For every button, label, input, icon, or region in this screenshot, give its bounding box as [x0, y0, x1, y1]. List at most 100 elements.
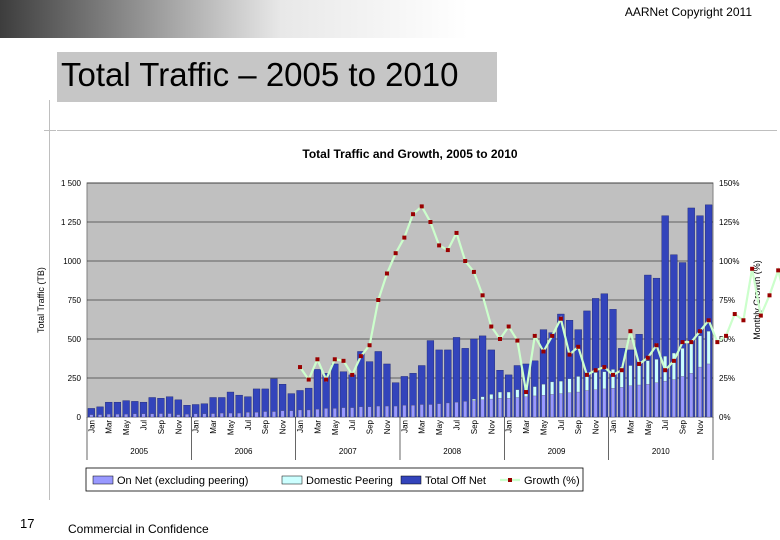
growth-point: [306, 377, 311, 382]
x-tick-label: May: [122, 420, 131, 435]
growth-point: [454, 230, 459, 235]
bar-on-net: [698, 366, 702, 418]
bar-on-net: [411, 405, 415, 418]
growth-point: [350, 372, 355, 377]
bar-on-net: [332, 408, 337, 418]
growth-point: [506, 324, 511, 329]
growth-point: [584, 372, 589, 377]
x-tick-label: Nov: [279, 420, 288, 434]
x-tick-label: Mar: [313, 420, 322, 434]
slide-title: Total Traffic – 2005 to 2010: [57, 52, 497, 102]
bar-total-off-net: [270, 378, 278, 418]
bar-on-net: [672, 379, 676, 418]
year-label: 2008: [443, 447, 461, 456]
bar-on-net: [402, 405, 407, 418]
bar-on-net: [393, 405, 398, 418]
bar-on-net: [498, 398, 502, 418]
growth-point: [332, 357, 337, 362]
bar-on-net: [645, 384, 650, 418]
x-tick-label: Mar: [209, 420, 218, 434]
y-tick-label: 0: [77, 413, 82, 422]
bar-on-net: [680, 376, 685, 418]
x-tick-label: May: [644, 420, 653, 435]
x-tick-label: Nov: [592, 420, 601, 434]
growth-point: [367, 343, 372, 348]
legend-swatch: [281, 475, 303, 485]
y-tick-label: 750: [68, 296, 82, 305]
growth-point: [376, 298, 381, 302]
x-tick-label: Nov: [487, 420, 496, 434]
bar-on-net: [98, 414, 102, 418]
bar-on-net: [324, 408, 328, 418]
bar-on-net: [385, 405, 389, 418]
bar-on-net: [637, 384, 641, 418]
bar-on-net: [619, 387, 624, 418]
growth-point: [550, 333, 555, 338]
growth-point: [532, 333, 537, 338]
x-tick-label: Sep: [470, 419, 479, 434]
year-label: 2009: [548, 447, 566, 456]
growth-point: [593, 368, 598, 373]
legend-label: On Net (excluding peering): [117, 475, 248, 487]
growth-point: [732, 312, 737, 317]
chart-title: Total Traffic and Growth, 2005 to 2010: [302, 147, 517, 161]
bar-on-net: [628, 385, 633, 418]
bar-on-net: [176, 414, 181, 418]
x-tick-label: Nov: [174, 420, 183, 434]
growth-point: [637, 361, 642, 366]
bar-on-net: [211, 413, 215, 418]
bar-on-net: [115, 414, 120, 418]
growth-point: [654, 343, 659, 348]
bar-on-net: [445, 402, 450, 418]
y-tick-label: 1 250: [61, 218, 82, 227]
y-axis-title: Total Traffic (TB): [36, 267, 46, 333]
growth-point: [315, 357, 320, 362]
bar-on-net: [428, 404, 433, 418]
bar-on-net: [480, 399, 485, 418]
growth-point: [619, 368, 624, 373]
bar-on-net: [228, 412, 233, 418]
bar-on-net: [689, 373, 694, 418]
bar-on-net: [132, 413, 137, 418]
growth-point: [497, 337, 502, 341]
bar-on-net: [306, 409, 311, 418]
bar-on-net: [237, 412, 241, 418]
frame-divider: [44, 130, 56, 131]
x-tick-label: Sep: [679, 419, 688, 434]
growth-point: [724, 333, 729, 338]
bar-on-net: [193, 413, 198, 418]
bar-on-net: [541, 395, 546, 418]
growth-point: [715, 340, 720, 345]
bar-on-net: [602, 388, 607, 418]
bar-on-net: [185, 414, 189, 418]
copyright-text: AARNet Copyright 2011: [624, 5, 752, 19]
bar-on-net: [341, 407, 346, 418]
x-tick-label: Jan: [609, 420, 618, 433]
growth-point: [445, 248, 450, 253]
x-tick-label: May: [435, 420, 444, 435]
bar-on-net: [654, 382, 659, 418]
growth-point: [663, 368, 668, 373]
year-label: 2007: [339, 447, 357, 456]
bar-on-net: [489, 398, 494, 418]
x-tick-label: Mar: [522, 420, 531, 434]
bar-on-net: [706, 363, 711, 418]
growth-point: [428, 220, 433, 224]
year-label: 2010: [652, 447, 670, 456]
bar-on-net: [437, 403, 441, 418]
x-tick-label: Jul: [661, 420, 670, 430]
bar-on-net: [315, 409, 320, 418]
legend-swatch: [92, 475, 114, 485]
growth-point: [358, 354, 363, 359]
y-tick-label: 500: [68, 335, 82, 344]
y2-tick-label: 0%: [719, 413, 731, 422]
bar-on-net: [124, 414, 128, 418]
x-tick-label: May: [539, 420, 548, 435]
x-tick-label: Jan: [87, 420, 96, 433]
growth-point: [628, 329, 633, 334]
y2-tick-label: 50%: [719, 335, 735, 344]
growth-point: [706, 318, 711, 323]
bar-on-net: [219, 412, 224, 418]
growth-point: [671, 358, 676, 363]
